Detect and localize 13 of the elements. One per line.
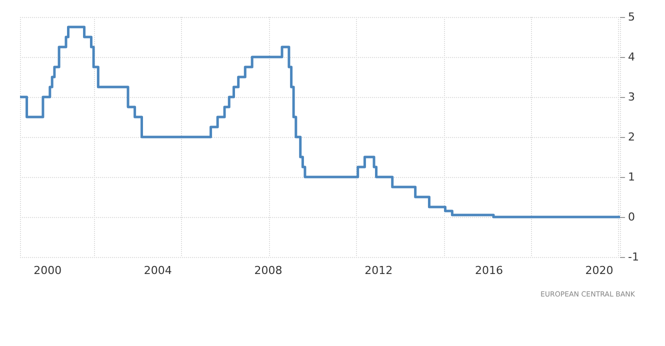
y-tick-label: 3 xyxy=(628,90,635,104)
y-tick-label: -1 xyxy=(628,250,639,264)
y-tick-label: 1 xyxy=(628,170,635,184)
y-tick-label: 0 xyxy=(628,210,635,224)
y-tick-label: 5 xyxy=(628,10,635,24)
x-tick-label: 2020 xyxy=(585,264,614,277)
x-tick-label: 2000 xyxy=(34,264,62,277)
y-tick-label: 2 xyxy=(628,130,635,144)
x-tick-label: 2016 xyxy=(474,264,503,277)
x-tick-label: 2008 xyxy=(254,264,282,277)
x-tick-label: 2012 xyxy=(364,264,393,277)
x-tick-label: 2004 xyxy=(144,264,172,277)
y-tick-label: 4 xyxy=(628,50,635,64)
